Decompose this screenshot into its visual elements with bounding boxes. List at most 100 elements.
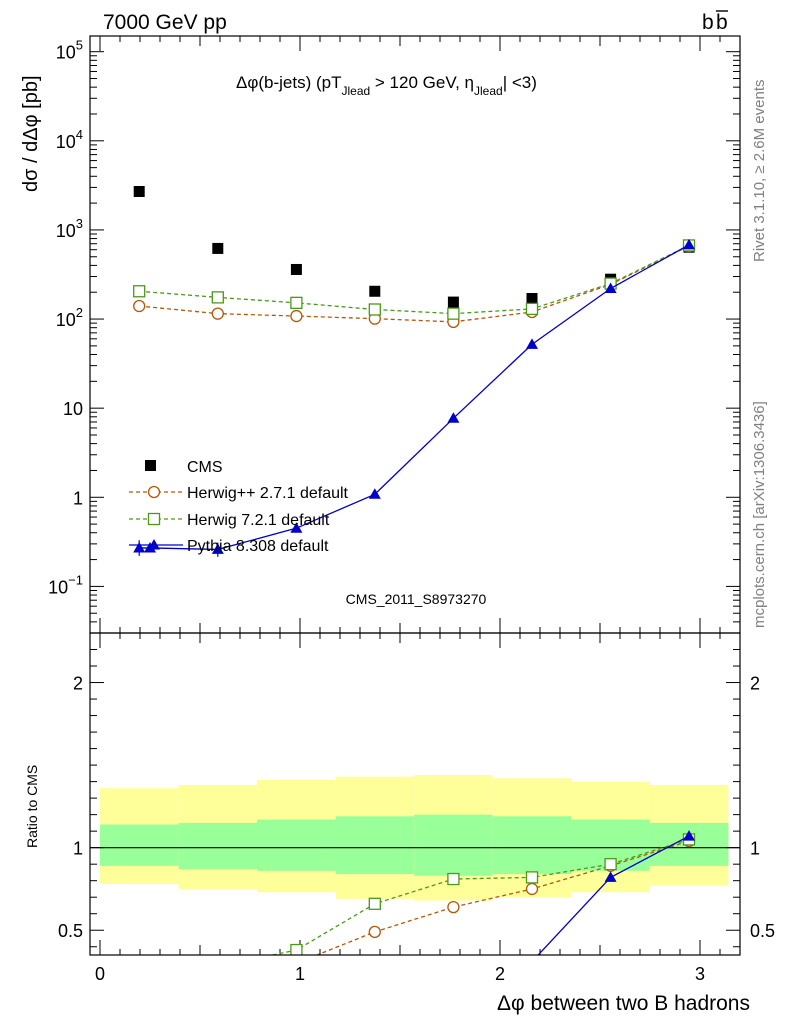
mcplots-label: mcplots.cern.ch [arXiv:1306.3436]	[751, 401, 768, 628]
uncertainty-band-green	[100, 824, 179, 866]
ratio-series-line	[315, 840, 690, 955]
legend-herwigpp-marker	[147, 485, 161, 499]
y-tick-exponent: −1	[68, 572, 83, 587]
ratio-series	[212, 830, 696, 972]
data-point-circle	[290, 309, 303, 323]
series-line	[139, 244, 690, 315]
data-point-open-square	[525, 302, 539, 316]
y-tick-base: 1	[73, 488, 83, 508]
y-tick-exponent: 4	[76, 127, 83, 142]
data-point-circle	[133, 299, 146, 313]
y-tick-label: 10	[63, 399, 83, 419]
main-series	[133, 185, 696, 557]
ratio-bands	[90, 775, 740, 901]
y-tick-exponent: 5	[76, 38, 83, 53]
legend-herwig7-marker	[147, 512, 161, 526]
ratio-y-tick-label-left: 0.5	[58, 921, 83, 941]
uncertainty-band-green	[492, 816, 572, 875]
data-point-circle	[525, 882, 539, 896]
title-main-part: Δφ(b-jets) (pT	[236, 73, 342, 92]
data-point-triangle	[526, 338, 538, 349]
legend-cms-label: CMS	[187, 459, 223, 476]
legend: CMS Herwig++ 2.7.1 default Herwig 7.2.1 …	[129, 459, 349, 555]
data-point-open-square	[290, 943, 303, 955]
ratio-tick-labels: 0.5 0.5 1 1 2 2 0 1 2 3	[58, 674, 775, 984]
y-tick-label: 102	[56, 305, 83, 330]
data-point-square	[526, 293, 538, 305]
legend-pythia-marker	[148, 539, 160, 550]
title-sub-1: Jlead	[342, 84, 371, 98]
rivet-label: Rivet 3.1.10, ≥ 2.6M events	[751, 80, 768, 263]
y-tick-label: 105	[56, 38, 83, 63]
data-point-open-square	[447, 872, 460, 886]
data-point-open-square	[368, 897, 381, 910]
y-tick-label: 1	[73, 488, 83, 508]
data-point-open-square	[211, 291, 224, 304]
y-tick-base: 10	[56, 43, 76, 63]
data-point-triangle	[447, 412, 460, 423]
data-point-triangle	[526, 956, 538, 967]
y-tick-label: 103	[56, 216, 83, 241]
process-label: b b	[702, 10, 728, 34]
ratio-y-tick-label-left: 1	[73, 839, 83, 859]
data-point-triangle	[290, 522, 303, 533]
y-tick-exponent: 2	[76, 305, 83, 320]
process-label-bbar: b	[716, 11, 728, 34]
y-tick-base: 10	[48, 577, 68, 597]
y-tick-base: 10	[56, 221, 76, 241]
data-point-circle	[211, 307, 224, 320]
uncertainty-band-green	[335, 816, 415, 875]
data-point-triangle	[604, 282, 617, 294]
ratio-y-axis-label: Ratio to CMS	[24, 765, 40, 848]
ratio-y-tick-label-left: 2	[73, 674, 83, 694]
series-line	[139, 245, 690, 323]
data-point-open-square	[212, 961, 223, 972]
ratio-y-tick-label-right: 1	[750, 839, 760, 859]
collision-label: 7000 GeV pp	[103, 11, 227, 34]
legend-pythia-label: Pythia 8.308 default	[187, 538, 329, 555]
data-point-square	[212, 242, 224, 254]
x-tick-label: 3	[695, 964, 705, 984]
data-point-open-square	[447, 307, 460, 320]
process-label-b: b	[702, 11, 714, 34]
data-point-open-square	[133, 285, 146, 298]
data-point-square	[447, 296, 459, 308]
x-axis-label: Δφ between two B hadrons	[497, 992, 750, 1015]
data-point-triangle	[683, 830, 695, 841]
y-tick-base: 10	[56, 132, 76, 152]
ratio-y-tick-label-right: 0.5	[750, 921, 775, 941]
main-title: Δφ(b-jets) (pTJlead > 120 GeV, ηJlead| <…	[236, 73, 537, 98]
data-point-square	[290, 263, 302, 275]
main-y-axis-label: dσ / dΔφ [pb]	[20, 75, 42, 192]
y-tick-label: 10−1	[48, 572, 83, 597]
y-tick-base: 10	[56, 310, 76, 330]
x-tick-label: 2	[495, 964, 505, 984]
legend-herwig7-label: Herwig 7.2.1 default	[187, 512, 330, 529]
data-point-circle	[368, 925, 381, 939]
data-point-open-square	[525, 871, 539, 884]
data-point-triangle	[604, 871, 617, 882]
ratio-frame	[89, 632, 741, 956]
ratio-y-tick-label-right: 2	[750, 674, 760, 694]
data-point-triangle	[368, 488, 381, 499]
y-tick-label: 104	[56, 127, 83, 152]
y-tick-exponent: 3	[76, 216, 83, 231]
uncertainty-band-green	[414, 814, 493, 876]
y-tick-base: 10	[63, 399, 83, 419]
uncertainty-band-green	[178, 822, 257, 870]
data-point-open-square	[368, 303, 381, 316]
data-point-square	[369, 285, 381, 297]
data-point-circle	[447, 900, 460, 914]
legend-cms-marker	[145, 460, 156, 471]
data-point-square	[133, 185, 145, 197]
ratio-ticks	[90, 633, 741, 955]
data-point-open-square	[604, 858, 617, 871]
analysis-watermark: CMS_2011_S8973270	[346, 591, 487, 607]
x-tick-label: 1	[295, 964, 305, 984]
title-sub-2: Jlead	[474, 84, 503, 98]
data-point-open-square	[290, 296, 303, 309]
main-ticks	[90, 36, 741, 634]
